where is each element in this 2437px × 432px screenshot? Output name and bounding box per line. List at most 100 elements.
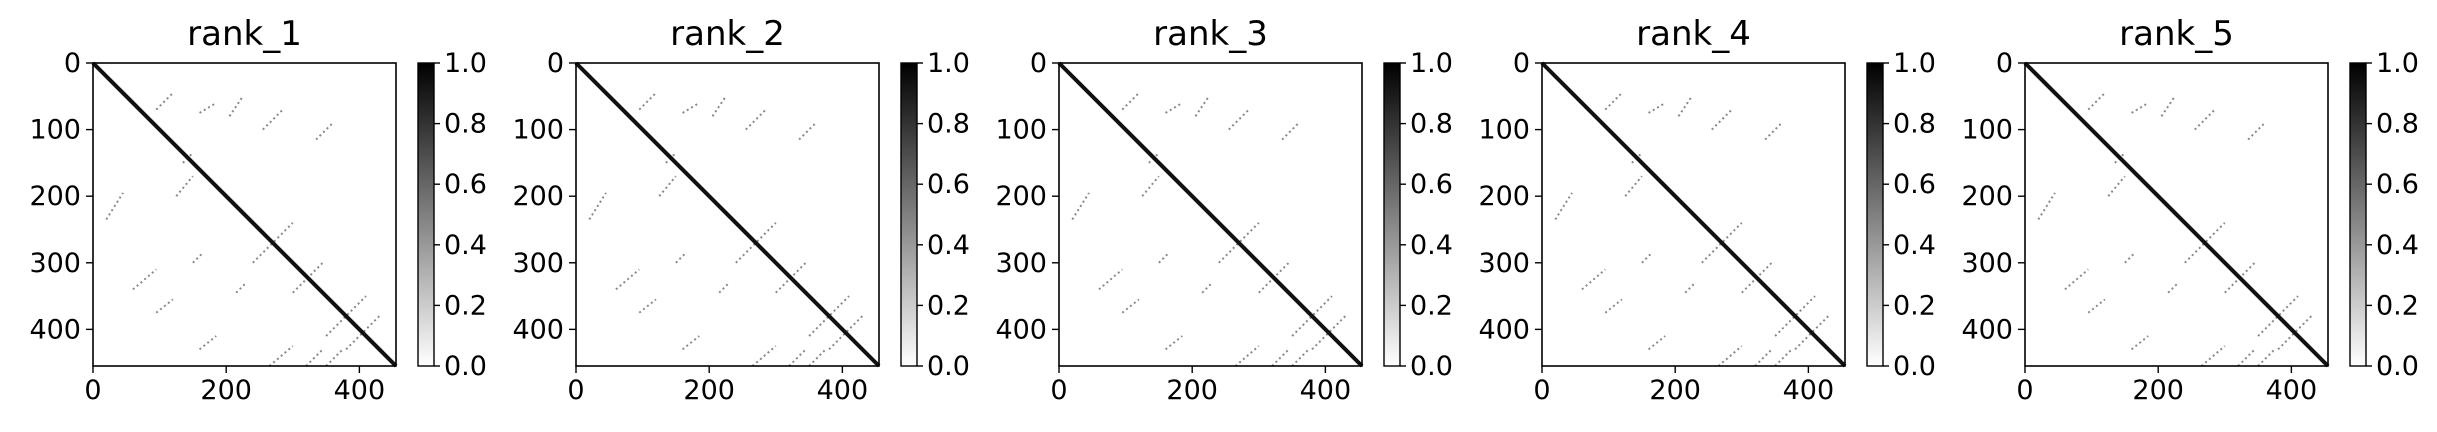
contact-segment [2064, 268, 2089, 291]
x-tick-label: 0 [2016, 375, 2033, 406]
y-tick-label: 300 [512, 248, 564, 279]
contact-segment [1717, 345, 1743, 367]
colorbar-tick-label: 1.0 [2376, 48, 2419, 79]
contact-segment [199, 102, 217, 114]
colorbar-tick-label: 0.6 [1410, 169, 1453, 200]
contact-segment [155, 298, 174, 314]
axes-frame [2024, 62, 2329, 367]
y-tick-label: 400 [995, 314, 1047, 345]
colorbar-tick-label: 0.0 [444, 351, 487, 382]
contact-segment [1554, 192, 1573, 221]
y-tick-label: 0 [1030, 48, 1047, 79]
contact-segment [1754, 348, 1773, 367]
contact-segment [315, 122, 334, 141]
panel-rank_4: rank_40 200 40001002003004000.00.20.40.60.… [1478, 14, 1936, 406]
colorbar-tick-label: 0.4 [1893, 230, 1936, 261]
x-tick-label: 0 [84, 375, 101, 406]
contact-segment [658, 175, 677, 197]
contact-segment [665, 152, 677, 164]
y-tick-label: 400 [1478, 314, 1530, 345]
axes-frame [1058, 62, 1363, 367]
y-tick-label: 0 [547, 48, 564, 79]
contact-segment [682, 102, 700, 114]
y-tick-label: 200 [29, 181, 81, 212]
colorbar-tick-label: 0.6 [1893, 169, 1936, 200]
y-tick-label: 300 [1961, 248, 2013, 279]
contact-segment [325, 348, 344, 367]
y-tick-label: 400 [1961, 314, 2013, 345]
diagonal-line [91, 61, 398, 368]
colorbar-tick-label: 0.2 [927, 290, 970, 321]
y-tick-label: 400 [512, 314, 564, 345]
colorbar [1866, 62, 1884, 367]
colorbar-tick-label: 0.0 [2376, 351, 2419, 382]
contact-segment [198, 335, 217, 351]
x-tick-label: 400 [1300, 375, 1352, 406]
x-tick-label: 0 [1533, 375, 1550, 406]
contact-segment [305, 348, 324, 367]
x-tick-label: 200 [683, 375, 735, 406]
x-tick-label: 0 [567, 375, 584, 406]
colorbar-tick-label: 0.8 [927, 109, 970, 140]
contact-segment [1764, 122, 1783, 141]
contact-segment [1581, 268, 1606, 291]
contact-segment [1647, 335, 1666, 351]
contact-segment [1684, 282, 1696, 294]
contact-segment [2167, 282, 2179, 294]
contact-segment [1624, 175, 1643, 197]
axes-frame [1541, 62, 1846, 367]
panel-title: rank_3 [1153, 14, 1268, 54]
y-tick-label: 100 [1961, 115, 2013, 146]
contact-segment [638, 92, 657, 111]
colorbar-tick-label: 0.4 [444, 230, 487, 261]
x-tick-label: 400 [817, 375, 869, 406]
y-tick-label: 100 [1478, 115, 1530, 146]
contact-segment [1604, 298, 1623, 314]
contact-segment [1201, 282, 1213, 294]
y-tick-label: 300 [995, 248, 1047, 279]
diagonal-line [2023, 61, 2330, 368]
contact-segment [1677, 95, 1693, 117]
colorbar-tick-label: 0.0 [1410, 351, 1453, 382]
contact-segment [681, 335, 700, 351]
panel-title: rank_4 [1636, 14, 1751, 54]
axes-frame [575, 62, 880, 367]
contact-segment [2237, 348, 2256, 367]
contact-segment [192, 252, 204, 264]
x-tick-label: 0 [1050, 375, 1067, 406]
colorbar [1383, 62, 1401, 367]
colorbar-tick-label: 0.2 [2376, 290, 2419, 321]
colorbar-tick-label: 0.6 [2376, 169, 2419, 200]
colorbar-tick-label: 0.4 [2376, 230, 2419, 261]
y-tick-label: 100 [512, 115, 564, 146]
contact-segment [675, 252, 687, 264]
colorbar-tick-label: 0.2 [1893, 290, 1936, 321]
y-tick-label: 200 [1961, 181, 2013, 212]
axes-frame [92, 62, 397, 367]
panel-title: rank_2 [670, 14, 785, 54]
x-tick-label: 400 [2266, 375, 2318, 406]
y-tick-label: 200 [1478, 181, 1530, 212]
contact-segment [1641, 252, 1653, 264]
contact-segment [638, 298, 657, 314]
contact-segment [1164, 335, 1183, 351]
colorbar-tick-label: 0.6 [444, 169, 487, 200]
y-tick-label: 0 [1513, 48, 1530, 79]
y-tick-label: 0 [1996, 48, 2013, 79]
contact-segment [2124, 252, 2136, 264]
y-tick-label: 100 [29, 115, 81, 146]
contact-segment [1194, 95, 1210, 117]
colorbar-tick-label: 0.2 [1410, 290, 1453, 321]
contact-segment [268, 345, 294, 367]
contact-segment [2087, 298, 2106, 314]
diagonal-line [574, 61, 881, 368]
y-tick-label: 300 [1478, 248, 1530, 279]
panel-rank_3: rank_30 200 40001002003004000.00.20.40.60.… [995, 14, 1453, 406]
colorbar [900, 62, 918, 367]
x-tick-label: 200 [1166, 375, 1218, 406]
contact-segment [1631, 152, 1643, 164]
contact-segment [1165, 102, 1183, 114]
y-tick-label: 100 [995, 115, 1047, 146]
contact-segment [588, 192, 607, 221]
